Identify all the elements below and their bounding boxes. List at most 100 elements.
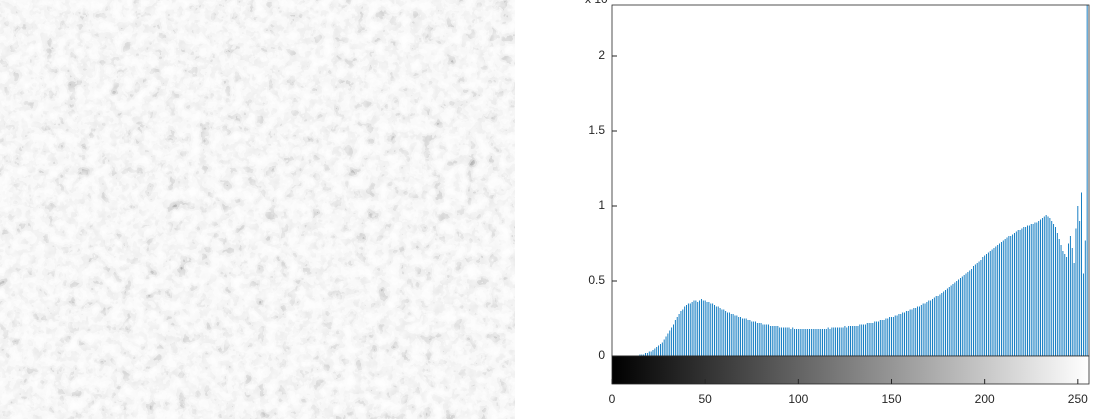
bar: [689, 303, 691, 356]
bar: [1051, 221, 1053, 356]
bar: [941, 293, 943, 356]
bar: [682, 309, 684, 356]
bar: [1047, 216, 1049, 356]
bar: [652, 350, 654, 356]
bar: [661, 342, 663, 356]
bar: [965, 273, 967, 356]
bar: [883, 320, 885, 356]
bar: [935, 296, 937, 356]
bar: [853, 326, 855, 356]
bar: [833, 327, 835, 356]
bar: [1025, 227, 1027, 356]
bar: [663, 339, 665, 356]
bar: [891, 317, 892, 356]
bar: [732, 314, 734, 356]
bar: [1019, 230, 1021, 356]
bar: [723, 309, 725, 356]
bar: [686, 305, 687, 356]
y-tick-label: 0: [598, 348, 605, 362]
bar: [760, 323, 762, 356]
bar: [954, 282, 956, 356]
bar: [851, 326, 853, 356]
bar: [896, 315, 898, 356]
bar: [777, 326, 779, 356]
x-tick-label: 0: [609, 392, 616, 406]
bar: [764, 324, 766, 356]
bar: [691, 302, 693, 356]
bar: [971, 269, 973, 356]
bar: [976, 263, 978, 356]
bar: [1079, 221, 1081, 356]
bar: [1004, 239, 1006, 356]
plot-area: [612, 5, 1089, 356]
bar: [920, 305, 922, 356]
bar: [805, 329, 807, 356]
bar: [986, 254, 987, 356]
bar: [859, 324, 861, 356]
bar: [741, 318, 743, 356]
bar: [866, 323, 868, 356]
x-tick-label: 50: [698, 392, 712, 406]
bar: [823, 329, 825, 356]
bar: [704, 300, 706, 356]
bar: [721, 309, 723, 356]
bar: [898, 314, 900, 356]
bar: [822, 329, 824, 356]
bar: [1032, 224, 1034, 356]
bar: [710, 303, 712, 356]
bar: [1002, 240, 1004, 356]
bar: [1055, 227, 1056, 356]
bar: [728, 312, 730, 356]
bar: [881, 320, 883, 356]
bar: [1006, 237, 1008, 356]
bar: [1030, 224, 1032, 356]
bar: [846, 327, 848, 356]
bar: [902, 312, 904, 356]
y-tick-label: 1: [598, 198, 605, 212]
bar: [639, 354, 641, 356]
bar: [706, 302, 708, 356]
bar: [650, 351, 652, 356]
bar: [989, 251, 991, 356]
bar: [838, 327, 840, 356]
bar: [861, 324, 863, 356]
y-multiplier: x 10: [585, 0, 608, 6]
bar: [799, 329, 801, 356]
bar: [868, 323, 870, 356]
bar: [756, 323, 758, 356]
bar: [646, 353, 648, 356]
bar: [913, 308, 915, 356]
bar: [1008, 236, 1010, 356]
bar: [1010, 236, 1012, 356]
histogram-plot: 0 0.5 1 1.5 2 0 50 100 150 200 250 x 10: [585, 0, 1090, 406]
bar: [779, 327, 781, 356]
bar: [835, 327, 837, 356]
bar: [1062, 251, 1064, 356]
bar: [1000, 242, 1002, 356]
bar: [959, 278, 961, 356]
bar: [911, 309, 913, 356]
bar: [697, 302, 699, 356]
bar: [973, 266, 974, 356]
bar: [907, 311, 909, 356]
bar: [734, 315, 736, 356]
bar: [870, 323, 872, 356]
bar: [643, 354, 645, 356]
histology-image: [0, 0, 515, 419]
bar: [717, 306, 719, 356]
bar: [810, 329, 812, 356]
bar: [753, 321, 755, 356]
bar: [738, 317, 740, 356]
bar: [864, 324, 866, 356]
bar: [850, 326, 851, 356]
bar: [788, 327, 790, 356]
bar: [1082, 273, 1084, 356]
bar: [740, 317, 742, 356]
bar: [797, 329, 799, 356]
bar: [982, 257, 984, 356]
bar: [749, 320, 751, 356]
bar: [1058, 239, 1060, 356]
bar: [665, 336, 667, 356]
bar: [678, 314, 680, 356]
bar: [945, 290, 946, 356]
